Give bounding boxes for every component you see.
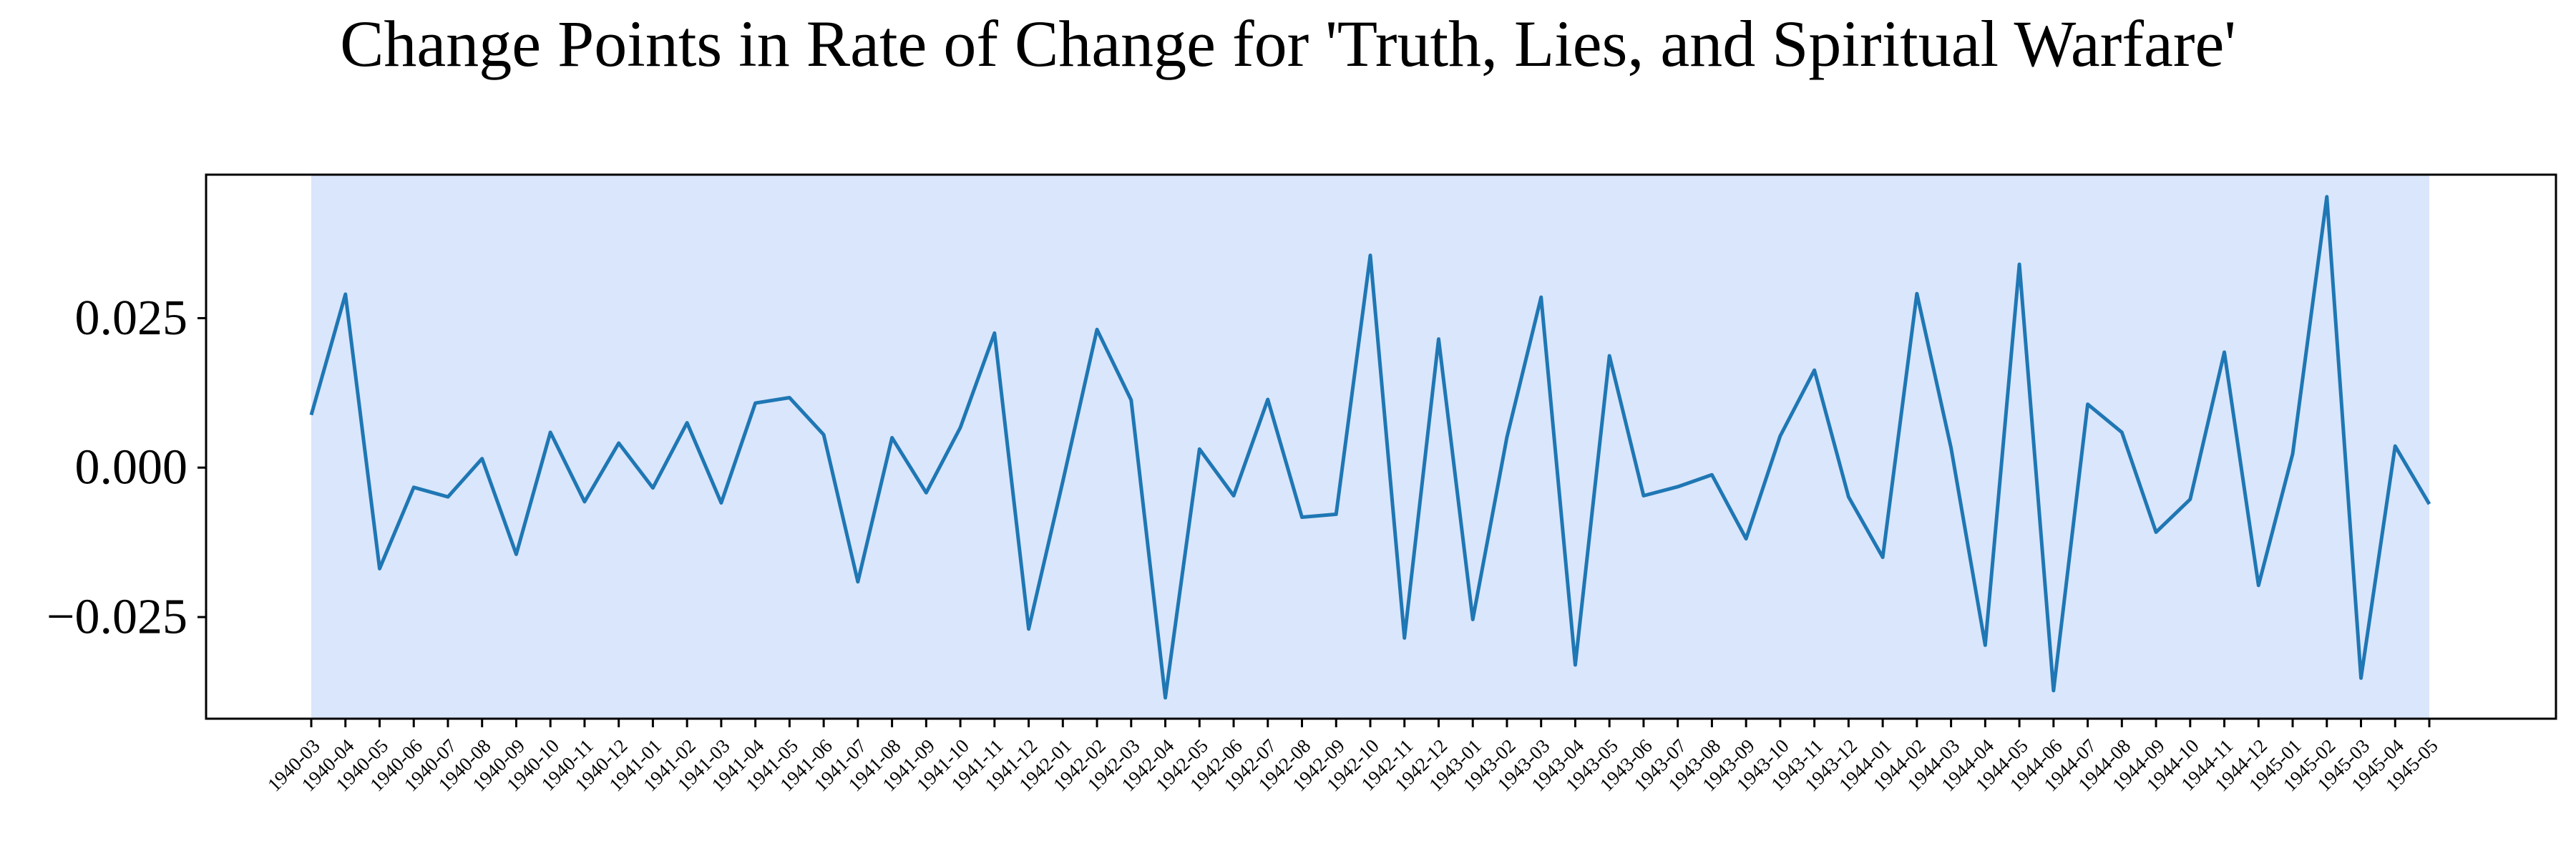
y-tick-label: −0.025 xyxy=(47,590,187,645)
y-axis-ticks: −0.025 0.000 0.025 xyxy=(47,291,206,645)
data-points xyxy=(311,196,2430,698)
x-axis-ticks: 1940-031940-041940-051940-061940-071940-… xyxy=(263,719,2442,795)
y-tick-label: 0.000 xyxy=(75,440,188,495)
plot-area-frame xyxy=(205,173,2557,720)
chart-title: Change Points in Rate of Change for 'Tru… xyxy=(340,7,2236,80)
y-tick-label: 0.025 xyxy=(75,291,188,346)
